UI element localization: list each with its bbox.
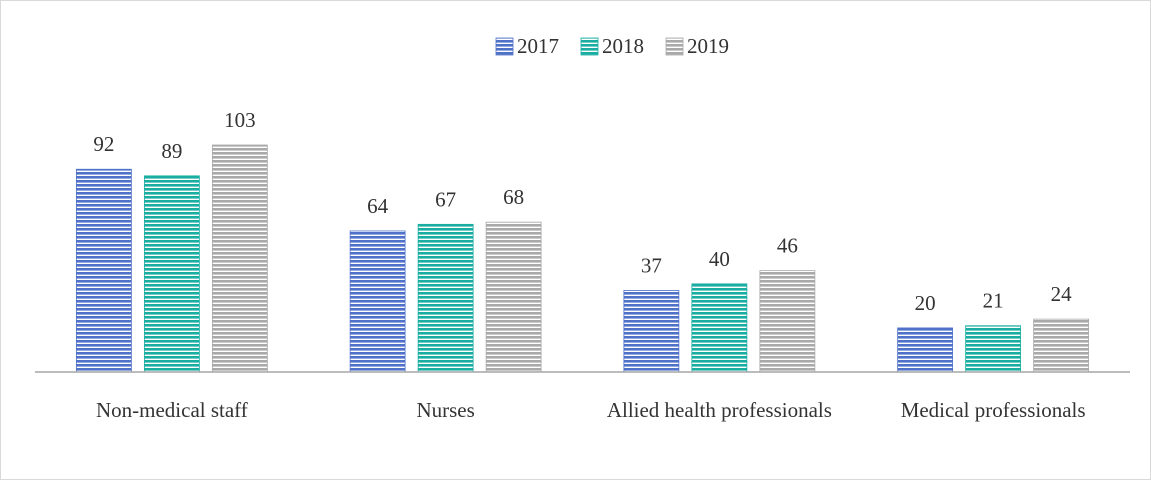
bar	[965, 325, 1022, 373]
bar	[1033, 318, 1090, 373]
legend-label: 2019	[687, 34, 729, 58]
bar	[485, 221, 542, 373]
data-label: 103	[224, 108, 256, 132]
bar	[211, 144, 268, 373]
legend-swatch	[580, 37, 599, 56]
bar	[143, 175, 200, 373]
bar	[691, 283, 748, 373]
data-label: 46	[777, 234, 798, 258]
bar	[417, 223, 474, 373]
data-label: 21	[983, 289, 1004, 313]
x-tick-label: Medical professionals	[900, 398, 1086, 422]
legend: 2017 2018 2019	[495, 34, 729, 58]
data-label: 37	[641, 253, 662, 277]
legend-swatch	[495, 37, 514, 56]
bar	[75, 168, 132, 373]
data-label: 68	[503, 185, 524, 209]
x-tick-label: Non-medical staff	[95, 398, 248, 422]
data-label: 67	[435, 187, 456, 211]
data-label: 20	[915, 291, 936, 315]
legend-swatch	[665, 37, 684, 56]
data-label: 40	[709, 247, 730, 271]
bar	[759, 270, 816, 373]
x-tick-label: Allied health professionals	[606, 398, 832, 422]
legend-label: 2017	[517, 34, 559, 58]
data-label: 64	[367, 194, 389, 218]
data-label: 92	[93, 132, 114, 156]
legend-label: 2018	[602, 34, 644, 58]
bar	[623, 290, 680, 373]
bar	[897, 327, 954, 373]
data-label: 24	[1051, 282, 1073, 306]
bar	[349, 230, 406, 373]
data-label: 89	[161, 139, 182, 163]
x-tick-label: Nurses	[416, 398, 475, 422]
